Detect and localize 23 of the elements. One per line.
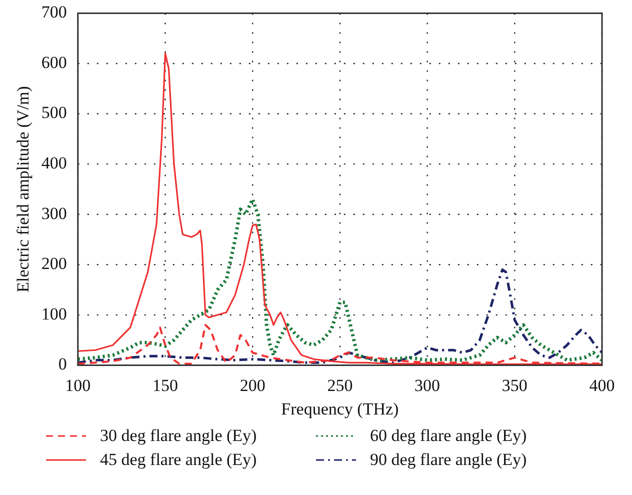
y-tick-label: 200 [41, 254, 67, 274]
x-tick-label: 300 [414, 376, 440, 395]
x-tick-label: 350 [502, 376, 528, 395]
y-axis-title: Electric field amplitude (V/m) [14, 86, 33, 292]
x-axis-title: Frequency (THz) [281, 399, 399, 418]
x-tick-label: 400 [589, 376, 615, 395]
legend-label: 30 deg flare angle (Ey) [100, 426, 257, 446]
y-tick-label: 500 [41, 103, 67, 122]
line-series [78, 268, 602, 364]
x-tick-label: 100 [65, 376, 91, 395]
legend-label: 60 deg flare angle (Ey) [370, 426, 527, 446]
y-tick-label: 300 [41, 204, 67, 223]
line-series [78, 198, 602, 362]
legend-label: 45 deg flare angle (Ey) [100, 450, 257, 470]
y-tick-label: 600 [41, 52, 67, 72]
x-tick-label: 200 [240, 376, 266, 395]
x-tick-label: 150 [152, 376, 178, 395]
y-tick-label: 0 [58, 354, 67, 374]
x-tick-label: 250 [327, 376, 353, 395]
y-tick-label: 700 [41, 2, 67, 22]
legend-label: 90 deg flare angle (Ey) [370, 450, 527, 470]
y-tick-label: 100 [41, 304, 67, 324]
y-tick-label: 400 [41, 154, 67, 173]
